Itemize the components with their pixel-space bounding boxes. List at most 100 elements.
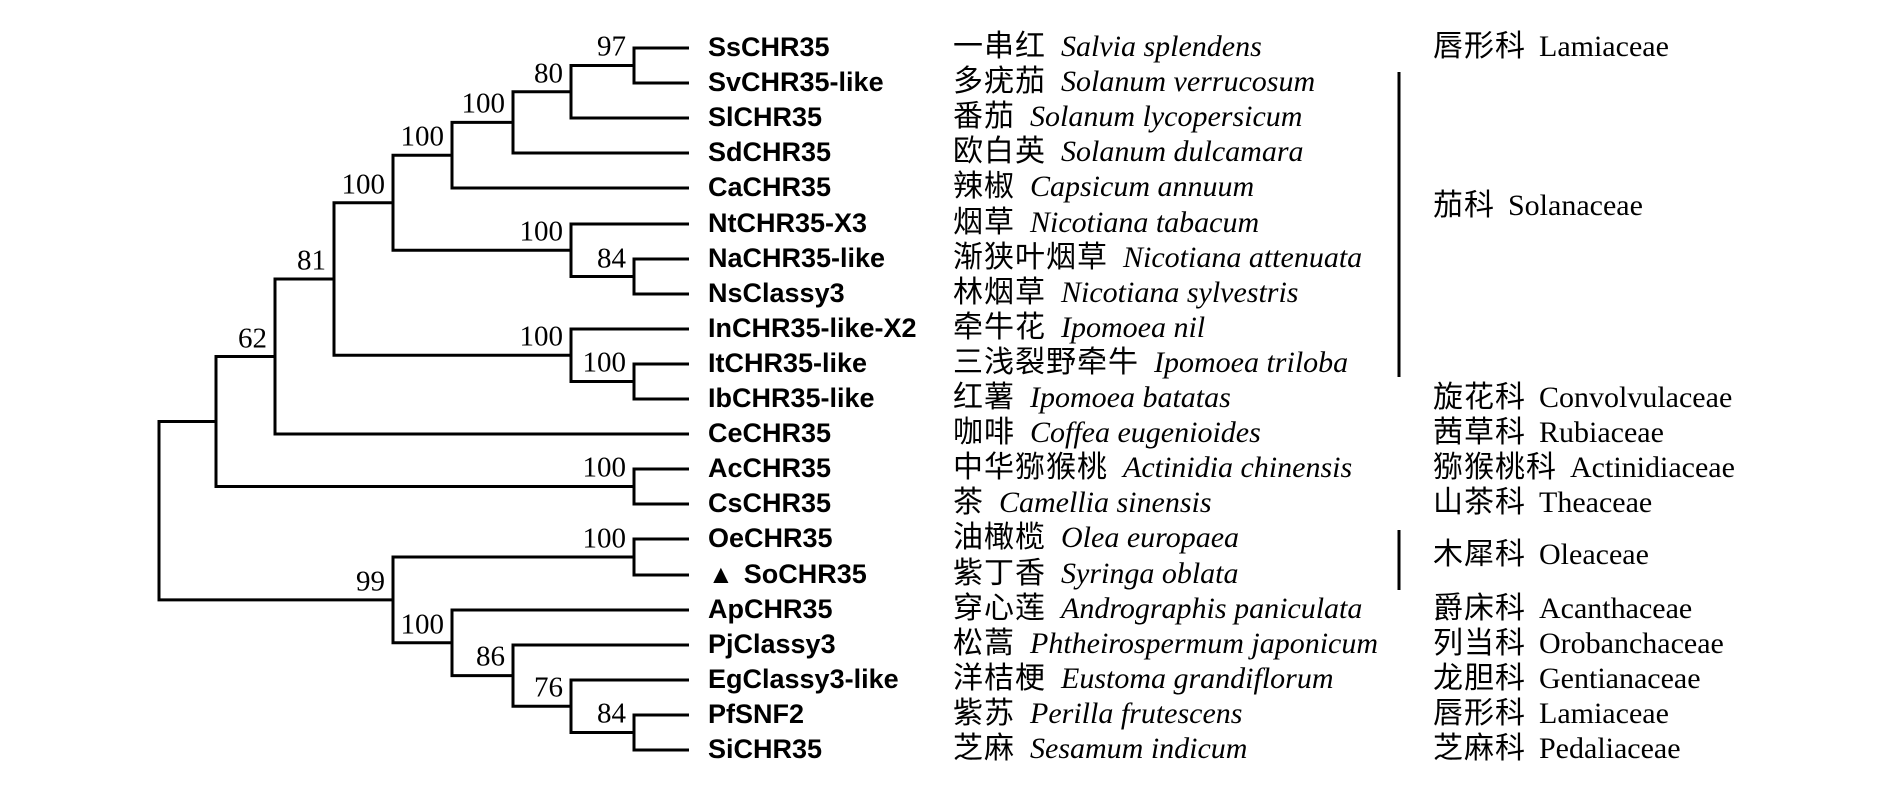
bootstrap-value: 62 <box>238 322 267 355</box>
species-name: 紫苏 Perilla frutescens <box>953 696 1243 730</box>
species-chinese-name: 番茄 <box>953 99 1015 133</box>
family-label: 爵床科 Acanthaceae <box>1433 591 1692 625</box>
species-name: 一串红 Salvia splendens <box>953 29 1262 63</box>
species-latin-name: Solanum lycopersicum <box>1030 99 1303 133</box>
branch-root <box>157 420 393 602</box>
family-chinese-name: 茄科 <box>1433 188 1495 222</box>
species-latin-name: Nicotiana attenuata <box>1123 240 1363 274</box>
species-name: 咖啡 Coffea eugenioides <box>953 415 1261 449</box>
family-label: 芝麻科 Pedaliaceae <box>1433 731 1681 765</box>
family-label: 猕猴桃科 Actinidiaceae <box>1433 450 1735 484</box>
species-latin-name: Perilla frutescens <box>1030 696 1243 730</box>
tip-label: PjClassy3 <box>708 628 836 659</box>
tip-label: ItCHR35-like <box>708 347 868 378</box>
species-name: 林烟草 Nicotiana sylvestris <box>953 275 1299 309</box>
tip-label: NaCHR35-like <box>708 242 886 273</box>
species-name: 渐狭叶烟草 Nicotiana attenuata <box>953 240 1363 274</box>
tip-label: SvCHR35-like <box>708 66 884 97</box>
family-latin-name: Pedaliaceae <box>1539 731 1681 765</box>
species-chinese-name: 红薯 <box>953 380 1015 414</box>
species-chinese-name: 林烟草 <box>953 275 1046 309</box>
tip-label: CsCHR35 <box>708 487 832 518</box>
family-latin-name: Orobanchaceae <box>1539 626 1724 660</box>
species-latin-name: Nicotiana sylvestris <box>1061 275 1299 309</box>
family-label: 茄科 Solanaceae <box>1433 188 1643 222</box>
family-chinese-name: 茜草科 <box>1433 415 1526 449</box>
species-name: 多疣茄 Solanum verrucosum <box>953 64 1315 98</box>
family-chinese-name: 龙胆科 <box>1433 661 1526 695</box>
tip-label: SdCHR35 <box>708 136 832 167</box>
tip-label: CaCHR35 <box>708 171 832 202</box>
species-chinese-name: 烟草 <box>953 205 1015 239</box>
species-latin-name: Eustoma grandiflorum <box>1061 661 1334 695</box>
branch-node-80 <box>569 64 689 120</box>
family-label: 列当科 Orobanchaceae <box>1433 626 1724 660</box>
family-label: 旋花科 Convolvulaceae <box>1433 380 1733 414</box>
family-latin-name: Convolvulaceae <box>1539 380 1733 414</box>
species-chinese-name: 多疣茄 <box>953 64 1046 98</box>
species-latin-name: Salvia splendens <box>1061 29 1262 63</box>
tip-label-highlighted: ▲ SoCHR35 <box>708 558 867 589</box>
species-latin-name: Olea europaea <box>1061 520 1240 554</box>
family-latin-name: Actinidiaceae <box>1570 450 1735 484</box>
branch-node-76 <box>569 678 689 734</box>
tip-label: OeCHR35 <box>708 522 833 553</box>
target-taxon-triangle-icon: ▲ <box>708 558 734 589</box>
species-chinese-name: 一串红 <box>953 29 1046 63</box>
species-latin-name: Actinidia chinensis <box>1123 450 1353 484</box>
branch-node-100-oleaceae <box>632 537 689 577</box>
family-label: 唇形科 Lamiaceae <box>1433 698 1669 729</box>
family-label: 龙胆科 Gentianaceae <box>1433 661 1701 695</box>
species-name: 辣椒 Capsicum annuum <box>953 171 1254 202</box>
bootstrap-value: 86 <box>476 640 505 673</box>
branch-node-97 <box>632 46 689 85</box>
species-name: 烟草 Nicotiana tabacum <box>953 205 1259 239</box>
bootstrap-value: 81 <box>297 244 326 277</box>
species-name: 牵牛花 Ipomoea nil <box>953 310 1205 344</box>
species-name: 紫丁香 Syringa oblata <box>953 558 1239 589</box>
bootstrap-value: 100 <box>400 608 445 641</box>
family-label: 木犀科 Oleaceae <box>1433 537 1649 571</box>
family-chinese-name: 爵床科 <box>1433 591 1526 625</box>
family-label: 山茶科 Theaceae <box>1433 485 1652 519</box>
species-name: 红薯 Ipomoea batatas <box>953 380 1231 414</box>
tip-label: CeCHR35 <box>708 417 832 448</box>
tip-label: PfSNF2 <box>708 698 805 729</box>
species-chinese-name: 咖啡 <box>953 415 1015 449</box>
species-chinese-name: 芝麻 <box>953 731 1015 765</box>
tip-label: InCHR35-like-X2 <box>708 312 917 343</box>
species-chinese-name: 牵牛花 <box>953 310 1046 344</box>
family-chinese-name: 芝麻科 <box>1433 731 1526 765</box>
bootstrap-value: 97 <box>597 30 626 63</box>
branch-node-100-ipomoea <box>569 327 689 383</box>
species-name: 三浅裂野牵牛 Ipomoea triloba <box>953 347 1348 378</box>
tip-label: SlCHR35 <box>708 101 823 132</box>
species-name: 油橄榄 Olea europaea <box>953 520 1240 554</box>
family-chinese-name: 山茶科 <box>1433 485 1526 519</box>
branch-node-81 <box>332 201 571 357</box>
branch-node-l2 <box>214 355 634 488</box>
bootstrap-value: 100 <box>582 451 627 484</box>
bootstrap-value: 80 <box>534 57 563 90</box>
species-chinese-name: 穿心莲 <box>953 591 1046 625</box>
tip-label: NtCHR35-X3 <box>708 207 868 238</box>
species-name: 欧白英 Solanum dulcamara <box>953 136 1304 167</box>
species-latin-name: Sesamum indicum <box>1030 731 1248 765</box>
species-chinese-name: 油橄榄 <box>953 520 1046 554</box>
bootstrap-value: 100 <box>519 320 564 353</box>
family-latin-name: Oleaceae <box>1539 537 1649 571</box>
species-latin-name: Andrographis paniculata <box>1061 591 1363 625</box>
branch-node-100-dulcamara <box>511 90 689 155</box>
family-latin-name: Rubiaceae <box>1539 415 1664 449</box>
species-name: 茶 Camellia sinensis <box>953 487 1212 518</box>
tip-label: IbCHR35-like <box>708 382 875 413</box>
tip-label: SoCHR35 <box>743 558 867 589</box>
tip-label: ApCHR35 <box>708 593 833 624</box>
tip-label: NsClassy3 <box>708 277 845 308</box>
bootstrap-value: 84 <box>597 242 626 275</box>
species-name: 洋桔梗 Eustoma grandiflorum <box>953 661 1334 695</box>
bootstrap-value: 100 <box>461 87 506 120</box>
bootstrap-value: 100 <box>400 120 445 153</box>
